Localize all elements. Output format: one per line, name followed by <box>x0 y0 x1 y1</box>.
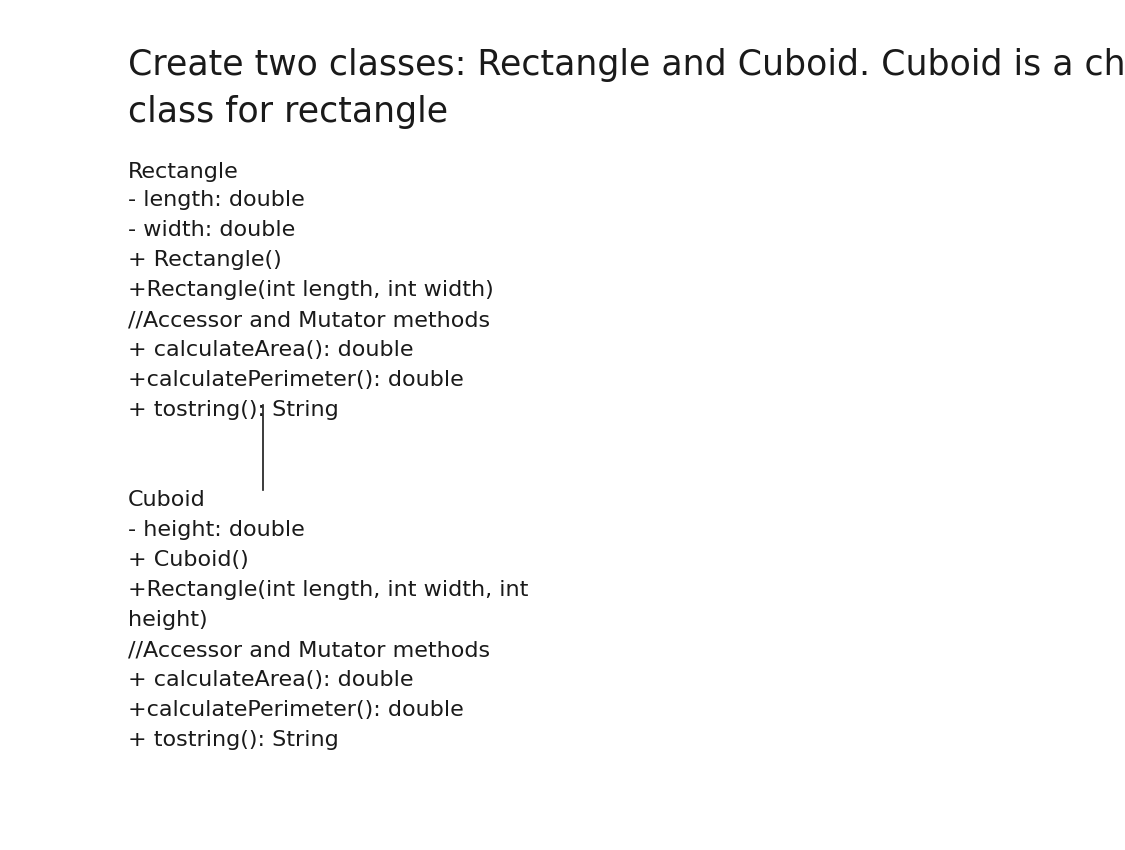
Text: - length: double: - length: double <box>128 190 305 210</box>
Text: Cuboid: Cuboid <box>128 490 206 510</box>
Text: +Rectangle(int length, int width, int: +Rectangle(int length, int width, int <box>128 580 529 600</box>
Text: Create two classes: Rectangle and Cuboid. Cuboid is a child: Create two classes: Rectangle and Cuboid… <box>128 48 1125 82</box>
Text: + calculateArea(): double: + calculateArea(): double <box>128 670 414 690</box>
Text: Rectangle: Rectangle <box>128 162 238 182</box>
Text: +Rectangle(int length, int width): +Rectangle(int length, int width) <box>128 280 494 300</box>
Text: - width: double: - width: double <box>128 220 295 240</box>
Text: + Rectangle(): + Rectangle() <box>128 250 281 270</box>
Text: +calculatePerimeter(): double: +calculatePerimeter(): double <box>128 700 464 720</box>
Text: + tostring(): String: + tostring(): String <box>128 400 339 420</box>
Text: + tostring(): String: + tostring(): String <box>128 730 339 750</box>
Text: + Cuboid(): + Cuboid() <box>128 550 249 570</box>
Text: + calculateArea(): double: + calculateArea(): double <box>128 340 414 360</box>
Text: +calculatePerimeter(): double: +calculatePerimeter(): double <box>128 370 464 390</box>
Text: //Accessor and Mutator methods: //Accessor and Mutator methods <box>128 640 490 660</box>
Text: class for rectangle: class for rectangle <box>128 95 448 129</box>
Text: //Accessor and Mutator methods: //Accessor and Mutator methods <box>128 310 490 330</box>
Text: - height: double: - height: double <box>128 520 305 540</box>
Text: height): height) <box>128 610 208 630</box>
